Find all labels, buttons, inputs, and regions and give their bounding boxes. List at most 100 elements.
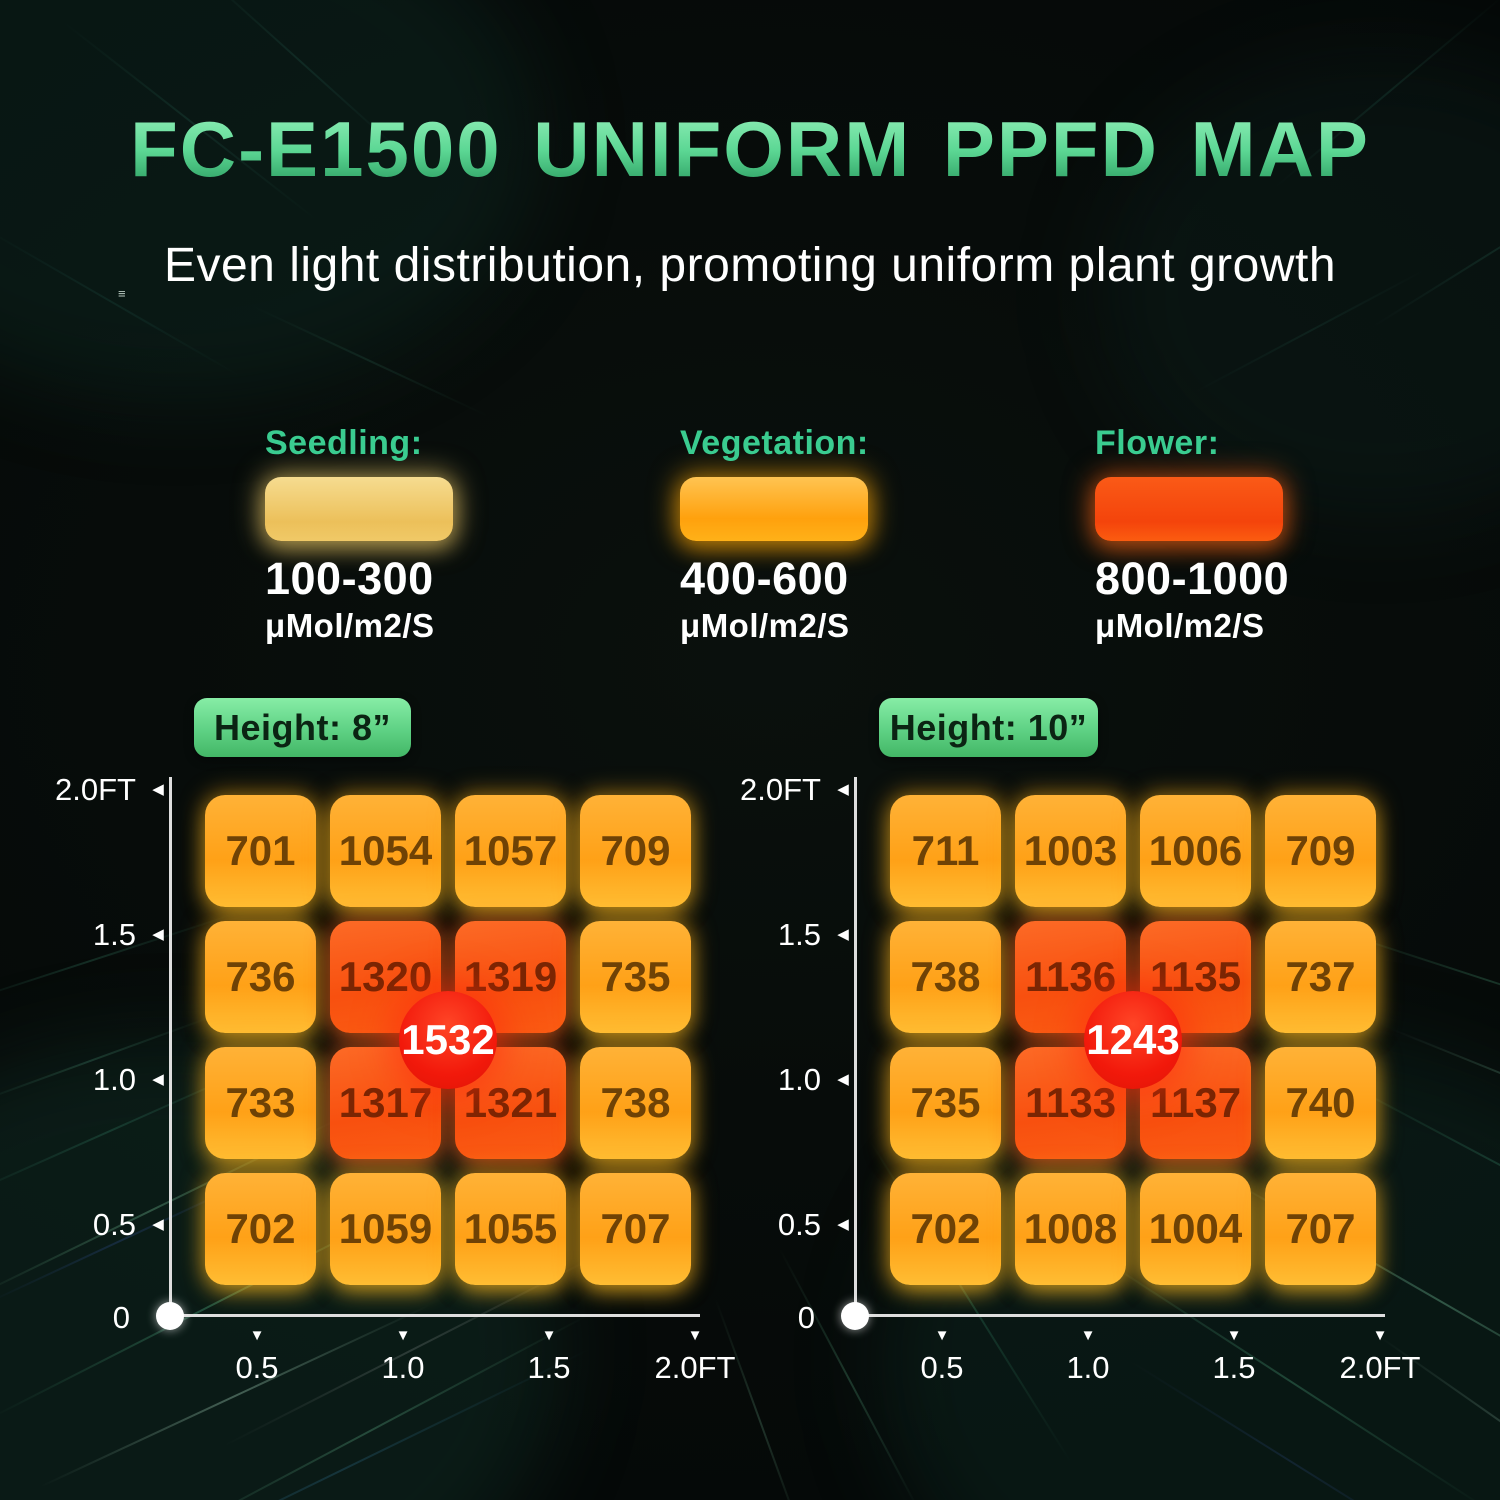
ppfd-cell: 1055 [455, 1173, 566, 1285]
background-streak [0, 1118, 340, 1304]
x-tick-marker-icon: ▼ [1080, 1327, 1096, 1344]
ppfd-cell: 707 [1265, 1173, 1376, 1285]
ppfd-cell: 701 [205, 795, 316, 907]
ppfd-cell: 1004 [1140, 1173, 1251, 1285]
ppfd-cell: 1008 [1015, 1173, 1126, 1285]
x-axis-tick-label: 2.0FT [1339, 1350, 1421, 1385]
ppfd-grid: 711 1003 1006 709 738 1136 1135 737 735 1133 1137 7… [890, 795, 1376, 1285]
ppfd-grid: 701 1054 1057 709 736 1320 1319 735 733 1317 1321 7… [205, 795, 691, 1285]
y-axis-origin-label: 0 [797, 1300, 815, 1335]
ppfd-cell: 711 [890, 795, 1001, 907]
ppfd-cell: 1317 [330, 1047, 441, 1159]
background-streak [1328, 927, 1500, 1035]
background-streak [778, 1248, 922, 1500]
subtitle-artifact-mark: ≡ [118, 286, 126, 301]
background-streak [0, 1182, 453, 1420]
legend-range: 100-300 [265, 553, 434, 604]
y-axis-tick-label: 1.5 [92, 917, 136, 952]
legend-range: 800-1000 [1095, 553, 1290, 604]
background-streak [148, 1312, 592, 1500]
legend-label: Seedling: [265, 424, 423, 462]
ppfd-cell: 735 [890, 1047, 1001, 1159]
legend-item-flower: Flower: 800-1000 μMol/m2/S [1095, 424, 1395, 645]
y-axis-origin-label: 0 [112, 1300, 130, 1335]
y-axis-tick-label: 2.0FT [55, 772, 136, 807]
ppfd-cell: 1006 [1140, 795, 1251, 907]
legend-swatch-seedling [265, 477, 453, 541]
background-haze [880, 1040, 1500, 1500]
background-streak [87, 1347, 593, 1500]
legend-swatch-vegetation [680, 477, 868, 541]
x-tick-marker-icon: ▼ [934, 1327, 950, 1344]
background-streak [222, 1254, 598, 1448]
y-tick-marker-icon: ◀ [837, 781, 849, 798]
ppfd-cell: 738 [580, 1047, 691, 1159]
legend-unit: μMol/m2/S [265, 607, 435, 644]
y-axis-tick-label: 2.0FT [740, 772, 821, 807]
y-tick-marker-icon: ◀ [152, 1071, 164, 1088]
background-streak [0, 1176, 257, 1306]
background-streak [0, 1015, 213, 1107]
ppfd-cell: 707 [580, 1173, 691, 1285]
legend-label: Vegetation: [680, 424, 869, 462]
y-axis-tick-label: 1.0 [92, 1062, 136, 1097]
y-tick-marker-icon: ◀ [837, 1071, 849, 1088]
ppfd-cell: 735 [580, 921, 691, 1033]
ppfd-cell: 1321 [455, 1047, 566, 1159]
ppfd-cell: 736 [205, 921, 316, 1033]
ppfd-cell: 1135 [1140, 921, 1251, 1033]
ppfd-cell: 1319 [455, 921, 566, 1033]
x-axis-tick-label: 1.0 [381, 1350, 425, 1385]
x-axis-line [854, 1314, 1385, 1317]
background-streak [1389, 1027, 1500, 1135]
ppfd-cell: 702 [205, 1173, 316, 1285]
ppfd-cell: 1059 [330, 1173, 441, 1285]
peak-value-badge: 1532 [399, 991, 497, 1089]
background-streak [1128, 1359, 1452, 1500]
x-axis-tick-label: 1.0 [1066, 1350, 1110, 1385]
ppfd-cell: 1320 [330, 921, 441, 1033]
ppfd-cell: 1054 [330, 795, 441, 907]
page-title: FC-E1500 UNIFORM PPFD MAP [0, 110, 1500, 188]
origin-dot [156, 1302, 184, 1330]
y-axis-line [854, 777, 857, 1317]
height-badge-10in: Height: 10” [879, 698, 1098, 757]
page-subtitle: Even light distribution, promoting unifo… [163, 239, 1337, 292]
background-haze [0, 1040, 560, 1500]
ppfd-cell: 740 [1265, 1047, 1376, 1159]
background-streak [868, 1139, 1072, 1463]
background-streak [1376, 1334, 1500, 1500]
origin-dot [841, 1302, 869, 1330]
background-streak [1326, 1072, 1500, 1290]
y-tick-marker-icon: ◀ [152, 1216, 164, 1233]
y-axis-tick-label: 0.5 [777, 1207, 821, 1242]
legend-unit: μMol/m2/S [680, 607, 850, 644]
legend-swatch-flower [1095, 477, 1283, 541]
y-tick-marker-icon: ◀ [837, 1216, 849, 1233]
background-streak [1214, 1170, 1500, 1432]
height-badge-8in: Height: 8” [194, 698, 411, 757]
background-haze [0, 0, 540, 400]
legend-item-seedling: Seedling: 100-300 μMol/m2/S [265, 424, 565, 645]
ppfd-cell: 1003 [1015, 795, 1126, 907]
x-tick-marker-icon: ▼ [395, 1327, 411, 1344]
ppfd-cell: 1136 [1015, 921, 1126, 1033]
x-tick-marker-icon: ▼ [687, 1327, 703, 1344]
x-axis-line [169, 1314, 700, 1317]
background-streak [1088, 1249, 1492, 1500]
x-axis-tick-label: 0.5 [920, 1350, 964, 1385]
y-tick-marker-icon: ◀ [837, 926, 849, 943]
y-tick-marker-icon: ◀ [152, 926, 164, 943]
y-axis-tick-label: 1.5 [777, 917, 821, 952]
ppfd-cell: 1137 [1140, 1047, 1251, 1159]
ppfd-cell: 1057 [455, 795, 566, 907]
ppfd-cell: 738 [890, 921, 1001, 1033]
ppfd-cell: 709 [1265, 795, 1376, 907]
y-tick-marker-icon: ◀ [152, 781, 164, 798]
background-streak [714, 1298, 806, 1500]
ppfd-cell: 737 [1265, 921, 1376, 1033]
background-streak [0, 1052, 284, 1210]
ppfd-cell: 1133 [1015, 1047, 1126, 1159]
x-tick-marker-icon: ▼ [249, 1327, 265, 1344]
